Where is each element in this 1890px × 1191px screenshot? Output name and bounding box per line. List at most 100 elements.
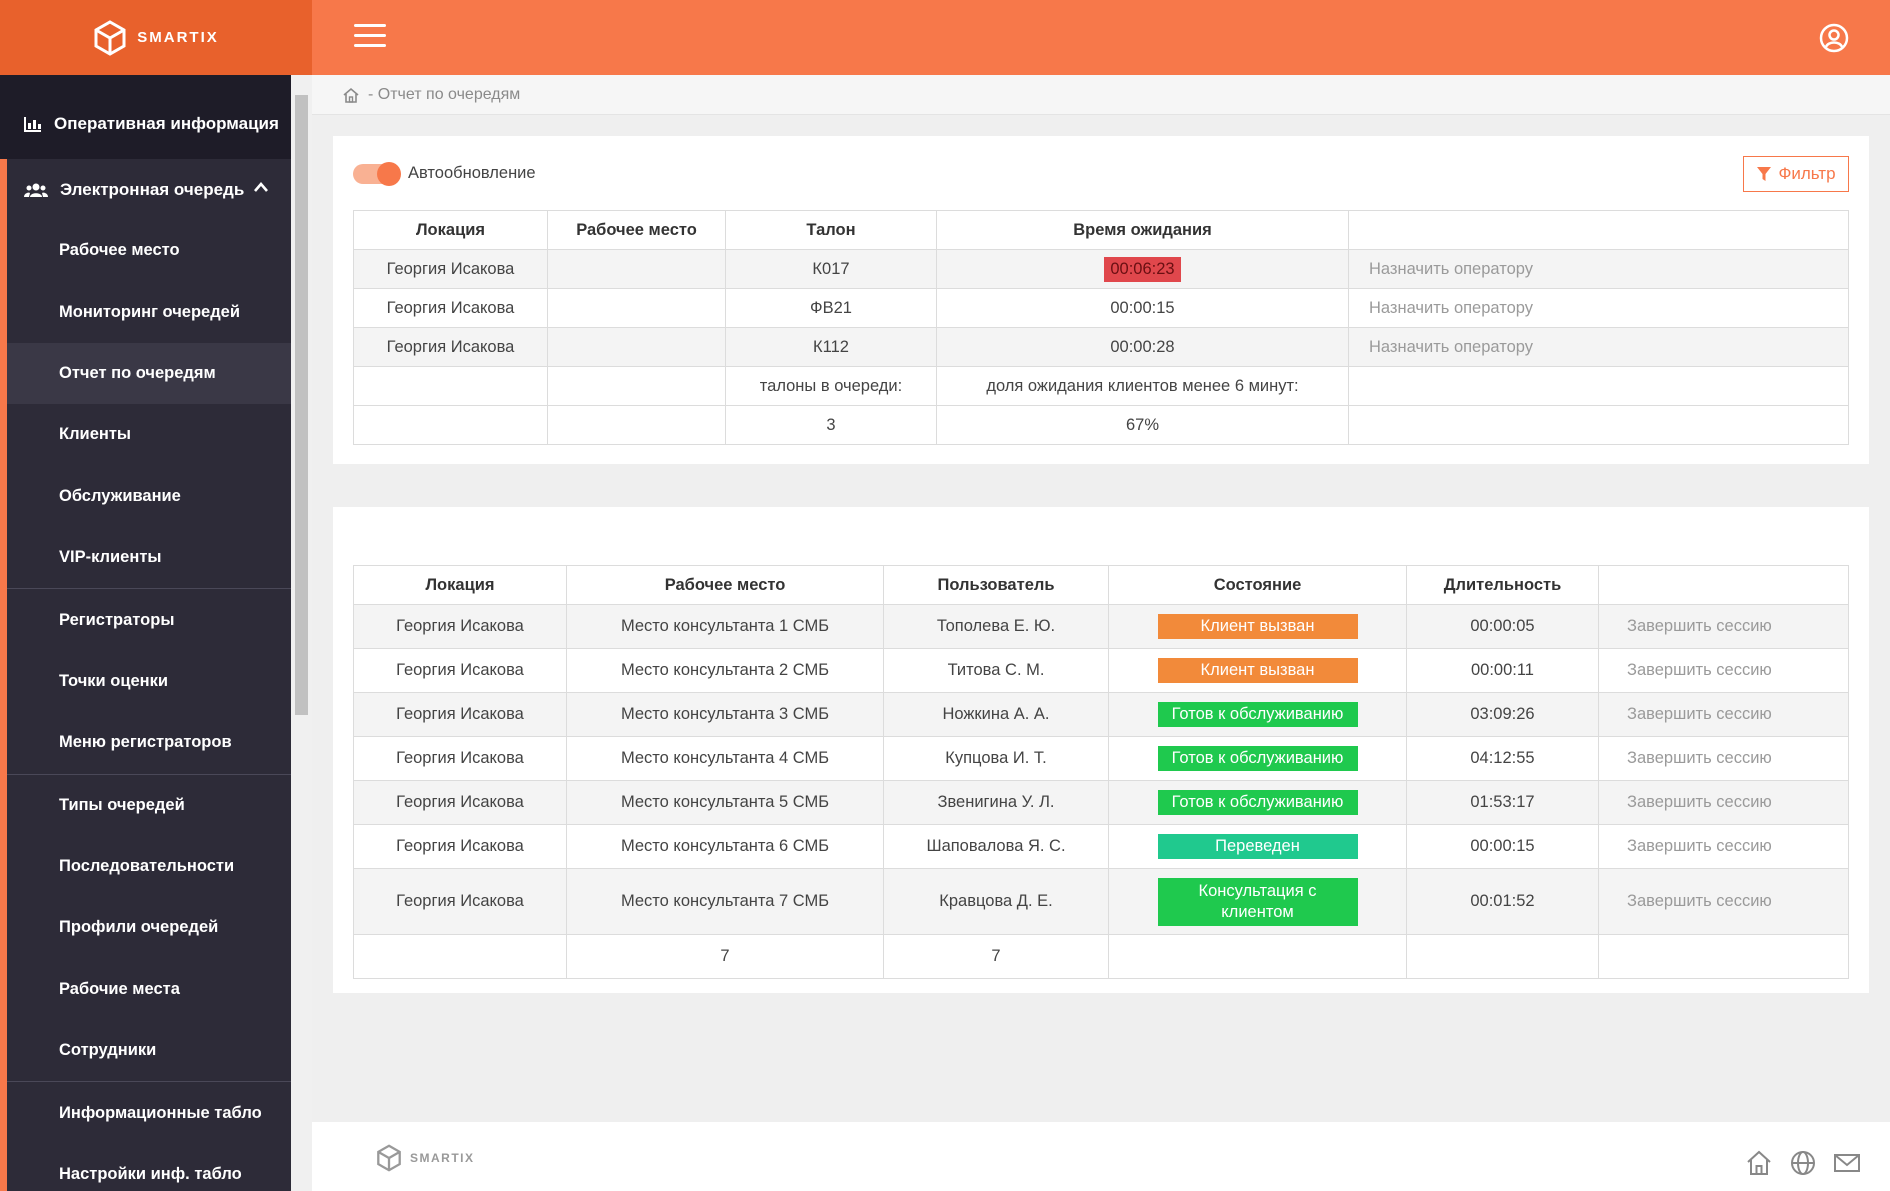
logo[interactable]: SMARTIX	[0, 0, 312, 75]
sidebar-item-workplaces[interactable]: Рабочие места	[59, 979, 180, 998]
sidebar-item-info-board-settings[interactable]: Настройки инф. табло	[59, 1165, 242, 1184]
table-row: Георгия Исакова Место консультанта 5 СМБ…	[353, 780, 1849, 825]
sidebar-item-workplace[interactable]: Рабочее место	[59, 241, 180, 260]
tickets-in-queue-label: талоны в очереди:	[725, 366, 937, 406]
table-row: Георгия Исакова Место консультанта 6 СМБ…	[353, 824, 1849, 869]
users-icon	[24, 183, 48, 197]
breadcrumb-current: - Отчет по очередям	[368, 85, 521, 103]
sidebar-divider	[7, 1081, 291, 1083]
column-header: Время ожидания	[936, 210, 1349, 250]
home-icon[interactable]	[1744, 1148, 1774, 1178]
column-header: Талон	[725, 210, 937, 250]
assign-operator-link[interactable]: Назначить оператору	[1348, 249, 1849, 289]
globe-icon[interactable]	[1788, 1148, 1818, 1178]
end-session-link[interactable]: Завершить сессию	[1598, 780, 1849, 825]
sidebar-item-rating-points[interactable]: Точки оценки	[59, 671, 169, 690]
footer: SMARTIX	[312, 1122, 1890, 1191]
column-header: Локация	[353, 210, 548, 250]
sidebar-item-monitoring[interactable]: Мониторинг очередей	[59, 302, 240, 321]
filter-button[interactable]: Фильтр	[1743, 156, 1849, 192]
sidebar-scrollbar[interactable]	[291, 75, 312, 1191]
end-session-link[interactable]: Завершить сессию	[1598, 648, 1849, 693]
end-session-link[interactable]: Завершить сессию	[1598, 824, 1849, 869]
sidebar-divider	[7, 773, 291, 775]
status-badge: Готов к обслуживанию	[1157, 790, 1358, 815]
status-badge: Готов к обслуживанию	[1157, 746, 1358, 771]
auto-update-label: Автообновление	[408, 164, 536, 182]
end-session-link[interactable]: Завершить сессию	[1598, 868, 1849, 935]
home-icon[interactable]	[342, 87, 360, 103]
column-header: Рабочее место	[547, 210, 726, 250]
sidebar-item-service[interactable]: Обслуживание	[59, 486, 181, 505]
sidebar-item-operative[interactable]: Оперативная информация	[0, 75, 291, 159]
user-circle-icon[interactable]	[1818, 22, 1850, 54]
column-header	[1348, 210, 1849, 250]
end-session-link[interactable]: Завершить сессию	[1598, 604, 1849, 649]
chevron-up-icon[interactable]	[253, 181, 269, 193]
footer-logo[interactable]: SMARTIX	[376, 1144, 475, 1172]
logo-text: SMARTIX	[137, 29, 219, 46]
smartix-logo-icon	[94, 19, 126, 56]
totals-row: 7 7	[353, 934, 1849, 979]
assign-operator-link[interactable]: Назначить оператору	[1348, 288, 1849, 328]
column-header: Локация	[353, 565, 567, 605]
smartix-logo-icon	[377, 1144, 401, 1172]
column-header: Состояние	[1108, 565, 1407, 605]
column-header: Длительность	[1406, 565, 1599, 605]
table-row: Георгия Исакова Место консультанта 1 СМБ…	[353, 604, 1849, 649]
column-header: Пользователь	[883, 565, 1109, 605]
table-row: Георгия Исакова Место консультанта 2 СМБ…	[353, 648, 1849, 693]
table-row: Георгия Исакова Место консультанта 7 СМБ…	[353, 868, 1849, 935]
assign-operator-link[interactable]: Назначить оператору	[1348, 327, 1849, 367]
sidebar-item-clients[interactable]: Клиенты	[59, 425, 132, 444]
table-header: Локация Рабочее место Пользователь Состо…	[353, 565, 1849, 605]
sidebar: Оперативная информация Электронная очере…	[0, 75, 291, 1191]
table-row: Георгия Исакова Место консультанта 4 СМБ…	[353, 736, 1849, 781]
sidebar-section-label: Электронная очередь	[60, 179, 245, 199]
table-row: Георгия Исакова Место консультанта 3 СМБ…	[353, 692, 1849, 737]
column-header: Рабочее место	[566, 565, 884, 605]
breadcrumb: - Отчет по очередям	[312, 75, 1890, 115]
table-row: Георгия Исакова ФВ21 00:00:15 Назначить …	[353, 288, 1849, 328]
sidebar-item-registrator-menu[interactable]: Меню регистраторов	[59, 733, 232, 752]
queue-report-card: Автообновление Фильтр Локация Рабочее ме…	[333, 136, 1869, 464]
footer-icons	[1744, 1148, 1862, 1178]
wait-time-alert: 00:06:23	[1104, 256, 1181, 282]
sidebar-item-vip[interactable]: VIP-клиенты	[59, 548, 162, 567]
sidebar-item-employees[interactable]: Сотрудники	[59, 1041, 157, 1060]
bar-chart-icon	[24, 117, 41, 132]
workplaces-total: 7	[566, 934, 884, 979]
sidebar-item-label: Оперативная информация	[54, 114, 279, 133]
wait-time: 00:00:28	[936, 327, 1349, 367]
end-session-link[interactable]: Завершить сессию	[1598, 736, 1849, 781]
wait-share-value: 67%	[936, 405, 1349, 445]
summary-labels-row: талоны в очереди: доля ожидания клиентов…	[353, 366, 1849, 406]
sidebar-item-queue-types[interactable]: Типы очередей	[59, 795, 185, 814]
users-total: 7	[883, 934, 1109, 979]
column-header	[1598, 565, 1849, 605]
top-bar	[312, 0, 1890, 75]
sidebar-section-queue[interactable]: Электронная очередь	[0, 159, 291, 220]
wait-share-label: доля ожидания клиентов менее 6 минут:	[936, 366, 1349, 406]
end-session-link[interactable]: Завершить сессию	[1598, 692, 1849, 737]
table-row: Георгия Исакова К017 00:06:23 Назначить …	[353, 249, 1849, 289]
auto-update-toggle[interactable]	[353, 162, 401, 186]
scrollbar-thumb[interactable]	[295, 95, 308, 715]
sidebar-divider	[7, 588, 291, 590]
status-badge: Готов к обслуживанию	[1157, 702, 1358, 727]
mail-icon[interactable]	[1832, 1148, 1862, 1178]
sidebar-item-registrators[interactable]: Регистраторы	[59, 610, 175, 629]
sessions-table: Локация Рабочее место Пользователь Состо…	[353, 565, 1849, 979]
sessions-card: Локация Рабочее место Пользователь Состо…	[333, 507, 1869, 993]
status-badge: Клиент вызван	[1157, 614, 1358, 639]
status-badge: Клиент вызван	[1157, 658, 1358, 683]
hamburger-icon[interactable]	[354, 24, 386, 48]
wait-time: 00:00:15	[936, 288, 1349, 328]
status-badge: Консультация с клиентом	[1157, 877, 1358, 926]
sidebar-accent-bar	[0, 160, 7, 1191]
summary-values-row: 3 67%	[353, 405, 1849, 445]
sidebar-item-sequences[interactable]: Последовательности	[59, 857, 235, 876]
sidebar-item-queue-profiles[interactable]: Профили очередей	[59, 918, 219, 937]
sidebar-item-queue-report[interactable]: Отчет по очередям	[7, 342, 291, 405]
sidebar-item-info-boards[interactable]: Информационные табло	[59, 1103, 262, 1122]
